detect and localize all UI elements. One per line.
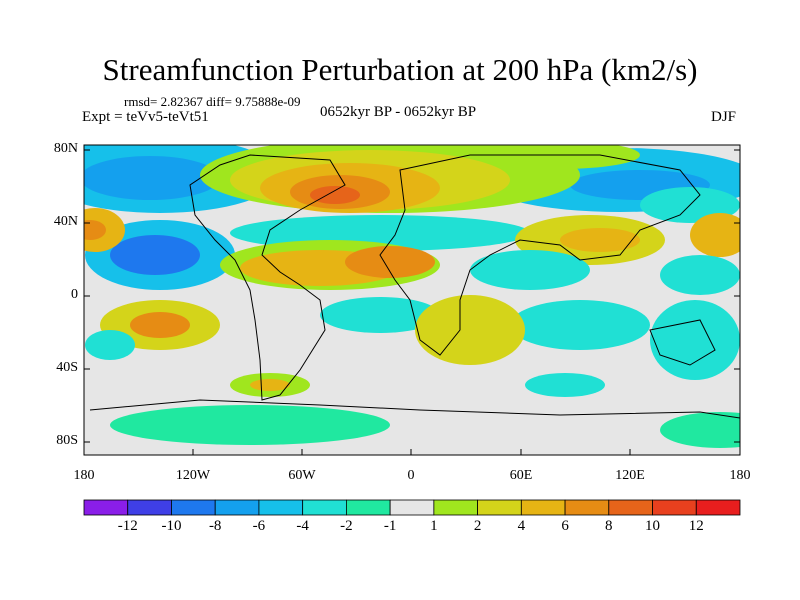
colorbar-swatch [652, 499, 697, 516]
colorbar-label: -12 [117, 518, 138, 534]
lon-tick-label: 180 [73, 468, 95, 483]
colorbar-swatch [564, 499, 610, 516]
lon-tick-marks [83, 449, 741, 455]
colorbar-label: -8 [208, 518, 222, 534]
experiment-label: Expt = teVv5-teVt51 [82, 109, 209, 125]
lat-tick-label: 80S [56, 433, 78, 448]
colorbar-swatch [520, 499, 566, 516]
period-label: 0652kyr BP - 0652kyr BP [320, 104, 477, 120]
colorbar-label: 8 [605, 518, 613, 534]
lon-tick-label: 60W [288, 468, 316, 483]
lat-tick-label: 80N [53, 141, 78, 156]
lon-tick-label: 60E [509, 468, 533, 483]
lat-tick-label: 40S [56, 360, 78, 375]
colorbar-swatch [83, 499, 129, 516]
colorbar-label: -4 [296, 518, 309, 534]
map-field [84, 145, 740, 455]
colorbar-label: 2 [473, 518, 482, 534]
colorbar-swatch [302, 499, 347, 516]
colorbar [83, 499, 741, 516]
colorbar-swatch [389, 499, 435, 516]
lat-tick-label: 40N [53, 214, 78, 229]
colorbar-label: 4 [517, 518, 526, 534]
plot-title: Streamfunction Perturbation at 200 hPa (… [102, 52, 698, 87]
lat-tick-marks [84, 149, 740, 443]
colorbar-swatch [345, 499, 391, 516]
lat-tick-label: 0 [71, 287, 78, 302]
colorbar-swatch [171, 499, 216, 516]
map-frame [83, 144, 741, 456]
colorbar-swatch [214, 499, 260, 516]
colorbar-label: -10 [161, 518, 182, 534]
colorbar-label: 6 [561, 518, 569, 534]
lon-tick-label: 120W [175, 468, 211, 483]
colorbar-label: -1 [383, 518, 397, 534]
colorbar-swatch [695, 499, 741, 516]
colorbar-label: 10 [645, 518, 661, 534]
season-label: DJF [711, 109, 737, 125]
colorbar-swatch [433, 499, 479, 516]
colorbar-swatch [258, 499, 304, 516]
colorbar-label: 12 [688, 518, 704, 534]
lon-tick-label: 180 [729, 468, 751, 483]
stats-text: rmsd= 2.82367 diff= 9.75888e-09 [124, 94, 301, 109]
colorbar-swatch [127, 499, 172, 516]
colorbar-label: -2 [340, 518, 353, 534]
lon-tick-label: 0 [407, 468, 415, 483]
colorbar-label: 1 [430, 518, 438, 534]
colorbar-swatch [477, 499, 522, 516]
coastlines [89, 154, 740, 419]
colorbar-swatch [608, 499, 653, 516]
lon-tick-label: 120E [615, 468, 645, 483]
colorbar-label: -6 [252, 518, 266, 534]
